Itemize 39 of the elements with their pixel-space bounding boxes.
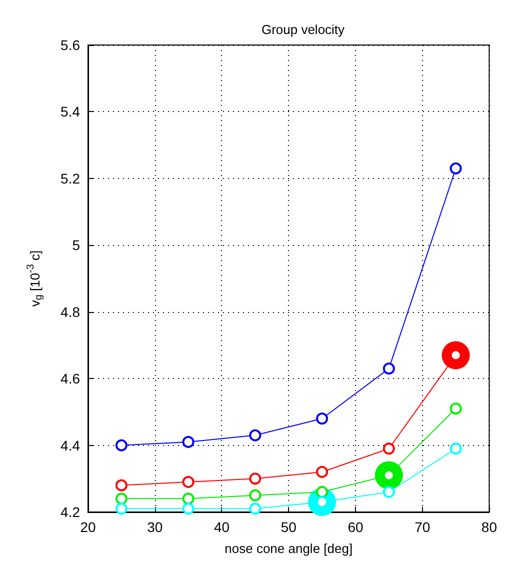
- point: [182, 502, 194, 515]
- y-axis-title: vg [10-3 c]: [26, 250, 44, 307]
- point: [316, 412, 328, 425]
- y-tick-label: 5.6: [60, 37, 80, 53]
- point: [450, 402, 462, 415]
- x-tick-label: 50: [280, 519, 297, 535]
- x-tick-label: 70: [414, 519, 430, 535]
- y-tick-label: 4.8: [60, 304, 80, 320]
- point: [115, 479, 128, 492]
- chart-title: Group velocity: [261, 22, 346, 37]
- point: [249, 429, 262, 442]
- point: [382, 442, 395, 455]
- point: [382, 486, 395, 498]
- point: [249, 502, 262, 515]
- y-tick-label: 5.4: [60, 104, 80, 120]
- point: [115, 502, 128, 515]
- point: [115, 439, 128, 452]
- point: [182, 476, 194, 488]
- point: [450, 162, 462, 174]
- point: [182, 436, 194, 448]
- point: [249, 489, 262, 502]
- y-tick-label: 5.2: [60, 170, 80, 186]
- x-tick-label: 20: [80, 519, 96, 535]
- x-tick-label: 30: [147, 519, 163, 535]
- x-tick-label: 40: [214, 519, 230, 535]
- y-tick-label: 4.4: [60, 437, 80, 454]
- y-tick-label: 4.6: [60, 370, 80, 387]
- point: [182, 492, 194, 505]
- y-tick-label: 5: [72, 237, 80, 254]
- x-tick-label: 60: [348, 519, 364, 535]
- point: [382, 362, 395, 375]
- y-tick-label: 4.2: [60, 504, 80, 520]
- point: [450, 442, 462, 455]
- point: [316, 486, 328, 498]
- x-tick-label: 80: [481, 519, 498, 535]
- point: [249, 472, 262, 485]
- point: [316, 466, 328, 478]
- x-axis-title: nose cone angle [deg]: [224, 541, 353, 556]
- point: [115, 492, 128, 505]
